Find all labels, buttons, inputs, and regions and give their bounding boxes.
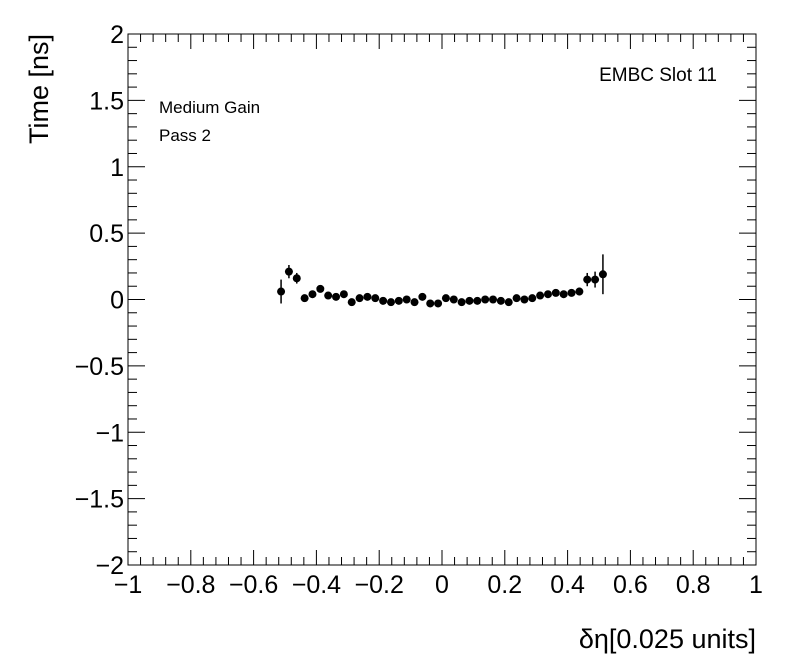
data-point bbox=[598, 270, 607, 279]
y-tick-label: −1.5 bbox=[75, 486, 124, 514]
data-point bbox=[379, 296, 388, 305]
x-tick-label: −0.2 bbox=[355, 571, 404, 599]
data-point bbox=[481, 295, 490, 304]
x-tick-label: 0.2 bbox=[487, 571, 522, 599]
data-point bbox=[441, 294, 450, 303]
data-point bbox=[528, 294, 537, 303]
data-point bbox=[277, 287, 286, 296]
x-tick-label: −0.6 bbox=[229, 571, 278, 599]
y-tick-label: 0 bbox=[110, 287, 124, 315]
data-point bbox=[292, 274, 301, 283]
x-axis-title: δη[0.025 units] bbox=[579, 624, 756, 654]
data-point bbox=[520, 295, 529, 304]
data-point bbox=[559, 290, 568, 299]
gain-annotation: Medium Gain bbox=[159, 98, 260, 117]
data-point bbox=[496, 296, 505, 305]
data-point bbox=[536, 291, 545, 300]
data-point bbox=[434, 299, 443, 308]
data-point bbox=[543, 290, 552, 299]
data-point bbox=[457, 298, 466, 307]
data-point bbox=[394, 296, 403, 305]
data-point bbox=[473, 296, 482, 305]
data-point bbox=[308, 290, 317, 299]
data-point bbox=[316, 284, 325, 293]
data-series bbox=[277, 254, 607, 308]
data-point bbox=[551, 288, 560, 297]
y-axis-tick-labels: −2 −1.5 −1 −0.5 0 0.5 1 1.5 2 bbox=[75, 21, 124, 580]
data-point bbox=[402, 295, 411, 304]
data-point bbox=[575, 287, 584, 296]
data-point bbox=[355, 294, 364, 303]
data-point bbox=[512, 294, 521, 303]
x-tick-label: −1 bbox=[114, 571, 143, 599]
data-point bbox=[363, 292, 372, 301]
data-point bbox=[567, 288, 576, 297]
y-tick-label: 1.5 bbox=[89, 87, 124, 115]
y-tick-label: 2 bbox=[110, 21, 124, 49]
x-tick-label: 0 bbox=[435, 571, 449, 599]
pass-annotation: Pass 2 bbox=[159, 126, 211, 145]
data-point bbox=[583, 275, 592, 284]
data-point bbox=[591, 275, 600, 284]
y-axis-title: Time [ns] bbox=[24, 34, 54, 144]
y-tick-label: −1 bbox=[95, 419, 124, 447]
data-point bbox=[418, 292, 427, 301]
data-point bbox=[426, 299, 435, 308]
data-point bbox=[504, 298, 513, 307]
y-tick-label: 0.5 bbox=[89, 220, 124, 248]
data-point bbox=[347, 298, 356, 307]
data-point bbox=[284, 267, 293, 276]
y-tick-label: −0.5 bbox=[75, 353, 124, 381]
data-point bbox=[449, 295, 458, 304]
slot-annotation: EMBC Slot 11 bbox=[599, 65, 717, 86]
x-tick-label: 0.8 bbox=[676, 571, 711, 599]
x-axis-tick-labels: −1 −0.8 −0.6 −0.4 −0.2 0 0.2 0.4 0.6 0.8 1 bbox=[114, 571, 763, 599]
data-point bbox=[339, 290, 348, 299]
data-point bbox=[332, 292, 341, 301]
data-point bbox=[371, 294, 380, 303]
data-point bbox=[324, 291, 333, 300]
data-point bbox=[489, 295, 498, 304]
x-tick-label: 0.4 bbox=[550, 571, 585, 599]
data-point bbox=[410, 298, 419, 307]
x-axis-ticks bbox=[127, 34, 757, 565]
y-axis-ticks bbox=[128, 33, 756, 566]
x-tick-label: 0.6 bbox=[613, 571, 648, 599]
x-tick-label: −0.4 bbox=[292, 571, 341, 599]
x-tick-label: −0.8 bbox=[166, 571, 215, 599]
y-tick-label: −2 bbox=[95, 552, 124, 580]
x-tick-label: 1 bbox=[749, 571, 763, 599]
data-point bbox=[386, 298, 395, 307]
data-point bbox=[300, 294, 309, 303]
data-point bbox=[465, 296, 474, 305]
y-tick-label: 1 bbox=[110, 154, 124, 182]
